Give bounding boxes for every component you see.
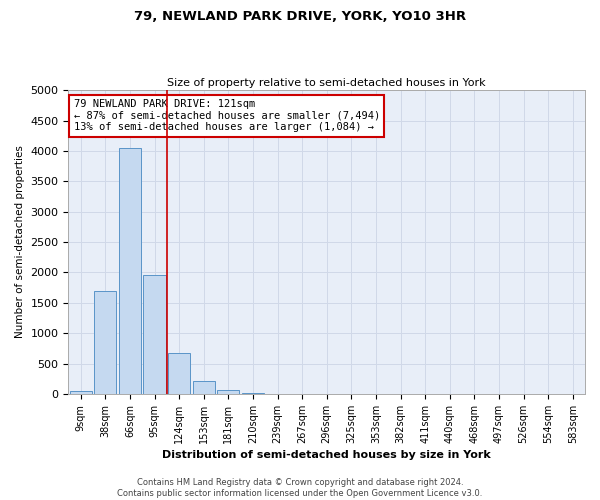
Bar — [217, 390, 239, 394]
Bar — [168, 352, 190, 394]
Title: Size of property relative to semi-detached houses in York: Size of property relative to semi-detach… — [167, 78, 486, 88]
Bar — [119, 148, 141, 394]
X-axis label: Distribution of semi-detached houses by size in York: Distribution of semi-detached houses by … — [163, 450, 491, 460]
Bar — [242, 392, 264, 394]
Text: 79, NEWLAND PARK DRIVE, YORK, YO10 3HR: 79, NEWLAND PARK DRIVE, YORK, YO10 3HR — [134, 10, 466, 23]
Bar — [94, 290, 116, 394]
Bar — [143, 276, 166, 394]
Text: Contains HM Land Registry data © Crown copyright and database right 2024.
Contai: Contains HM Land Registry data © Crown c… — [118, 478, 482, 498]
Text: 79 NEWLAND PARK DRIVE: 121sqm
← 87% of semi-detached houses are smaller (7,494)
: 79 NEWLAND PARK DRIVE: 121sqm ← 87% of s… — [74, 100, 380, 132]
Bar — [70, 391, 92, 394]
Bar — [193, 380, 215, 394]
Y-axis label: Number of semi-detached properties: Number of semi-detached properties — [15, 146, 25, 338]
